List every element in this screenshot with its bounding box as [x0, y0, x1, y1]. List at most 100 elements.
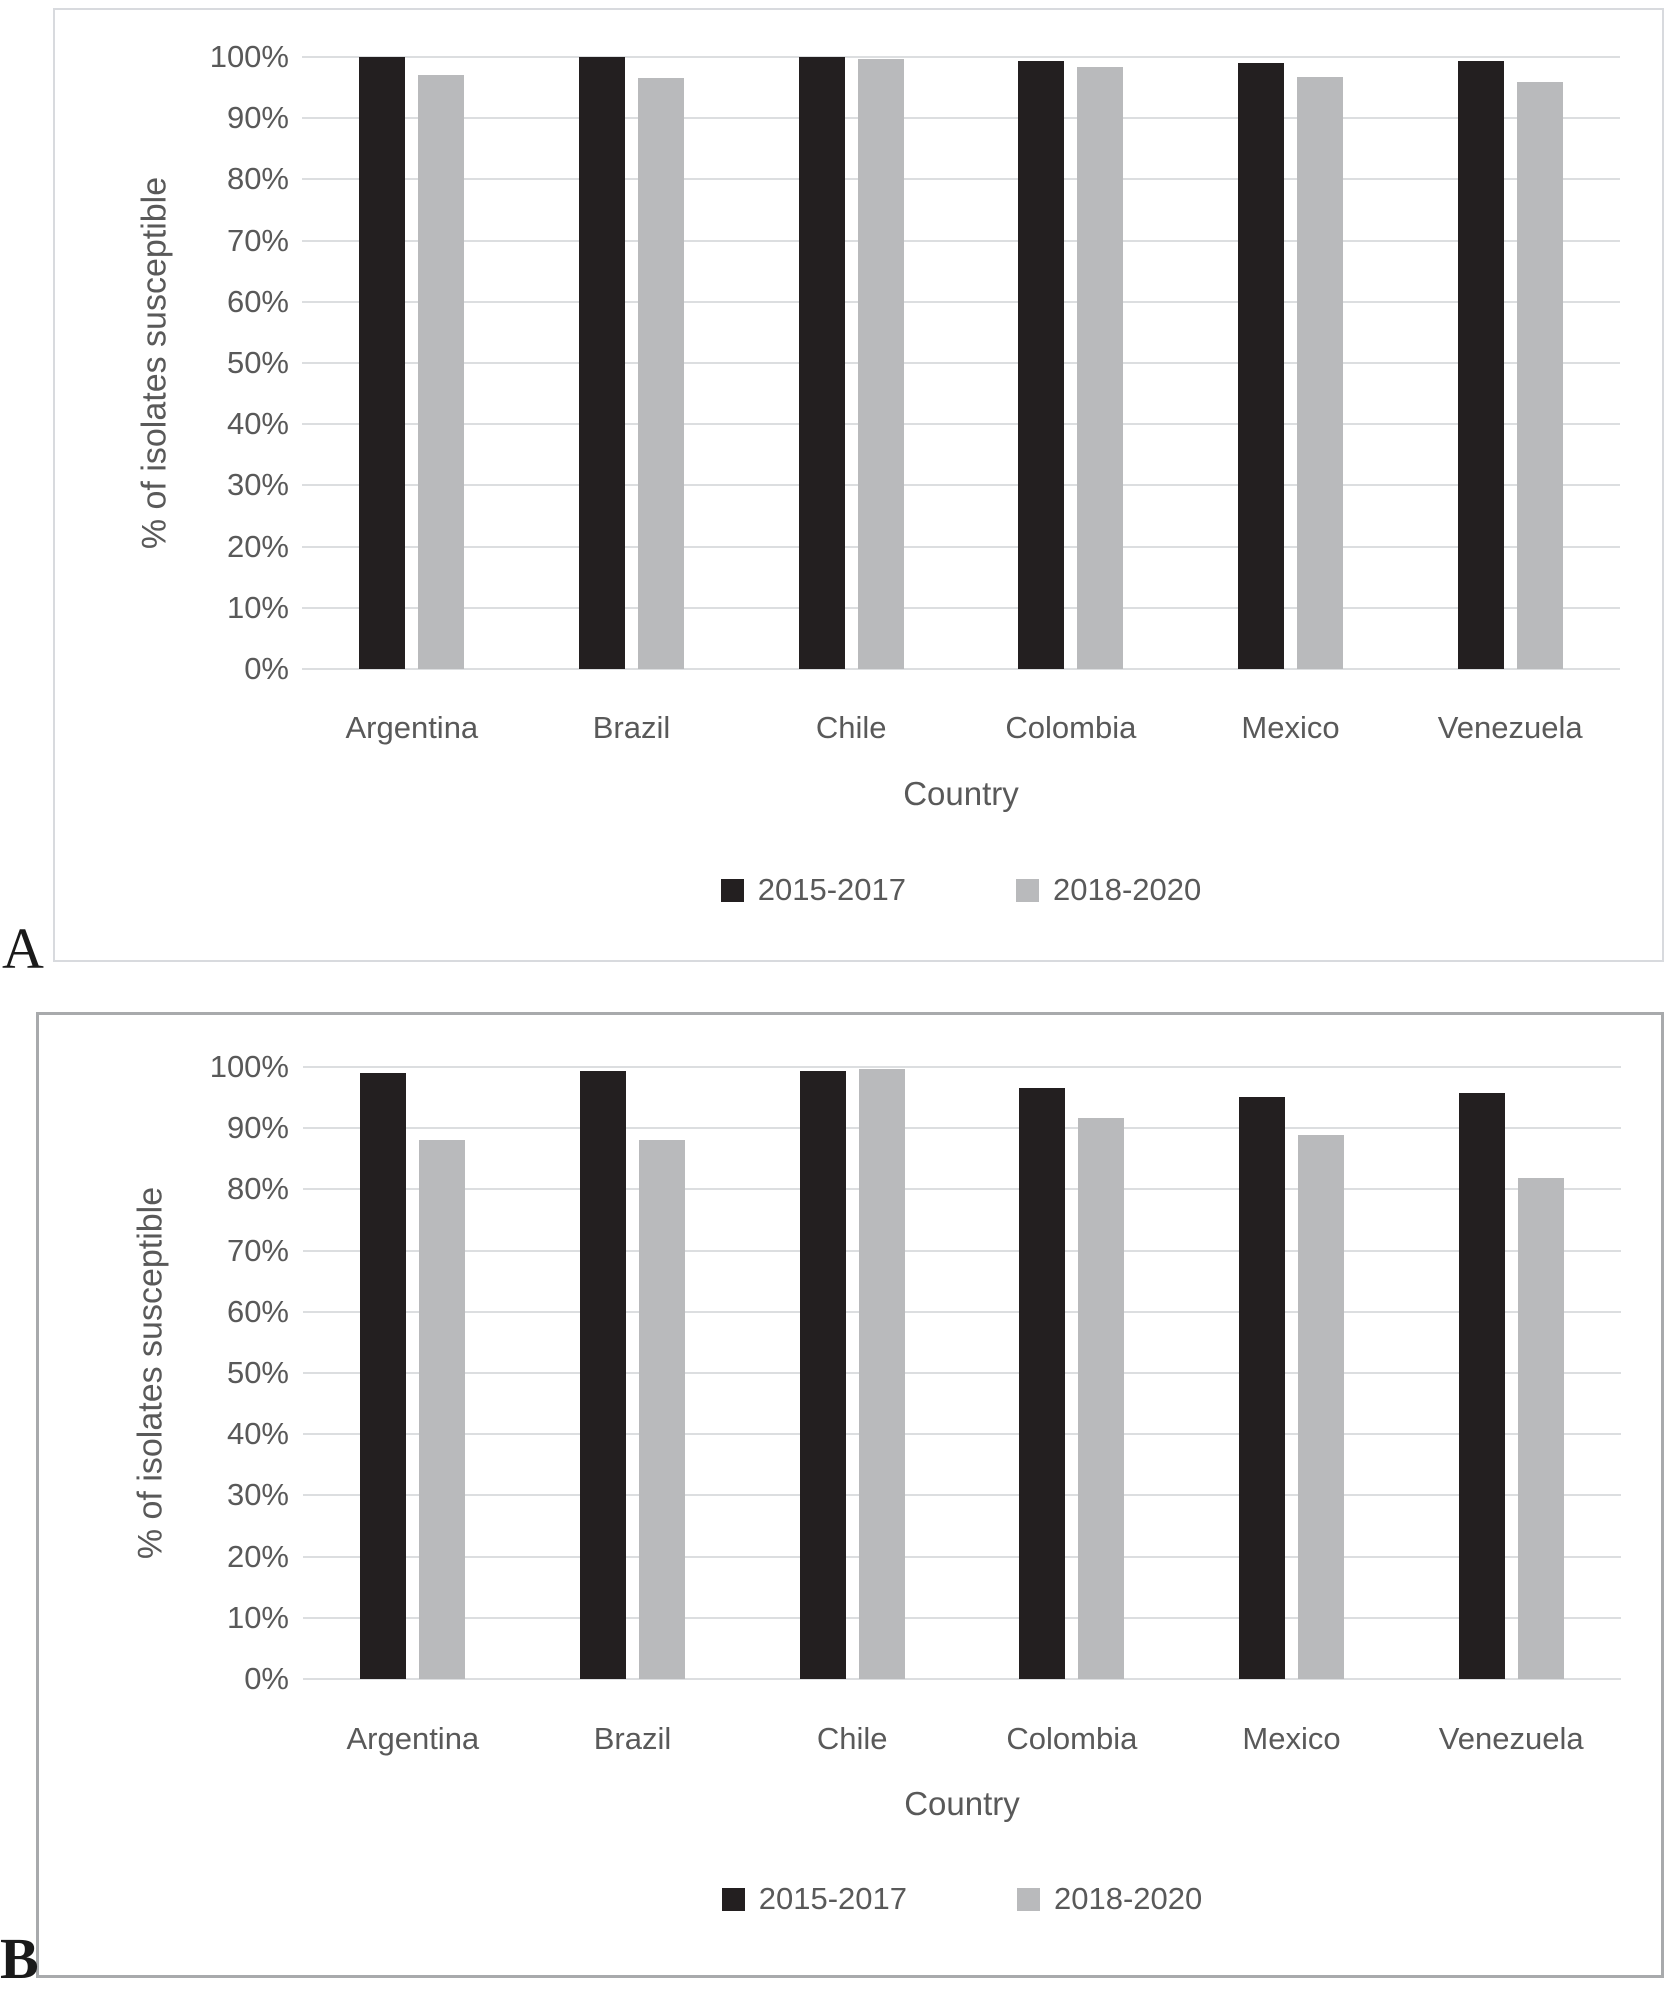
- bar-2018-2020-venezuela: [1517, 1178, 1564, 1679]
- bar-2015-2017-chile: [798, 57, 845, 669]
- legend-swatch-2018-2020: [1017, 1887, 1040, 1911]
- bar-2015-2017-argentina: [360, 1072, 407, 1679]
- y-tick-label-30: 30%: [226, 467, 289, 503]
- x-category-label-venezuela: Venezuela: [1437, 710, 1583, 745]
- legend-item-2015-2017: 2015-2017: [721, 1881, 907, 1917]
- x-category-label-colombia: Colombia: [1005, 710, 1137, 745]
- legend-swatch-2015-2017: [721, 1887, 745, 1911]
- bar-2018-2020-brazil: [639, 1139, 685, 1679]
- bar-group-venezuela: [1400, 57, 1620, 669]
- bar-2018-2020-chile: [857, 58, 904, 669]
- x-category-label-brazil: Brazil: [593, 1721, 672, 1756]
- legend-item-2018-2020: 2018-2020: [1017, 1881, 1202, 1917]
- y-tick-label-100: 100%: [209, 1049, 289, 1084]
- bar-2018-2020-mexico: [1298, 1134, 1345, 1679]
- figure-panel-b: % of isolates susceptible 100% 90% 80% 70% 6…: [36, 1012, 1664, 1978]
- x-category-label-chile: Chile: [816, 1721, 888, 1756]
- y-tick-label-20: 20%: [226, 1538, 289, 1574]
- y-tick-label-80: 80%: [226, 1171, 289, 1207]
- legend-label-2018-2020: 2018-2020: [1053, 872, 1202, 907]
- gridline-10: [302, 606, 1620, 609]
- gridline-100: [302, 56, 1620, 58]
- gridline-70: [303, 1249, 1621, 1252]
- y-tick-label-90: 90%: [226, 1110, 289, 1146]
- gridline-50: [302, 362, 1620, 364]
- y-tick-labels: 100% 90% 80% 70% 60% 50% 40% 30% 20% 10% 0%: [69, 1051, 289, 1695]
- legend-item-2018-2020: 2018-2020: [1016, 872, 1201, 908]
- x-category-label-brazil: Brazil: [592, 710, 671, 745]
- bar-2015-2017-colombia: [1019, 1087, 1066, 1679]
- plot-area: [303, 1066, 1621, 1680]
- bar-2015-2017-venezuela: [1458, 1093, 1505, 1679]
- gridline-90: [303, 1127, 1621, 1130]
- x-category-label-mexico: Mexico: [1241, 710, 1340, 745]
- bar-2018-2020-colombia: [1077, 66, 1124, 669]
- bar-2015-2017-mexico: [1238, 63, 1285, 669]
- y-tick-label-50: 50%: [226, 1355, 289, 1390]
- x-category-label-venezuela: Venezuela: [1438, 1721, 1584, 1756]
- x-axis-title: Country: [903, 775, 1019, 812]
- gridline-20: [303, 1555, 1621, 1558]
- x-axis-title: Country: [904, 1785, 1020, 1822]
- y-tick-label-10: 10%: [226, 589, 289, 625]
- bar-group-brazil: [523, 1067, 743, 1679]
- x-category-label-argentina: Argentina: [346, 1721, 480, 1756]
- bar-2018-2020-brazil: [638, 78, 684, 669]
- bar-group-brazil: [522, 57, 742, 669]
- legend-label-2015-2017: 2015-2017: [758, 1881, 907, 1916]
- bar-group-colombia: [961, 57, 1181, 669]
- bars-row: [303, 1067, 1621, 1679]
- bar-2018-2020-colombia: [1078, 1118, 1125, 1679]
- bar-group-chile: [742, 1067, 962, 1679]
- bar-2015-2017-brazil: [580, 1071, 626, 1679]
- y-tick-label-30: 30%: [226, 1477, 289, 1513]
- y-tick-label-50: 50%: [226, 345, 289, 380]
- x-category-label-mexico: Mexico: [1242, 1721, 1341, 1756]
- gridline-40: [302, 423, 1620, 426]
- figure-panel-a: % of isolates susceptible 100% 90% 80% 70% 6…: [53, 8, 1664, 962]
- bars-row: [302, 57, 1620, 669]
- y-tick-label-0: 0%: [244, 1661, 289, 1696]
- bar-2015-2017-mexico: [1239, 1097, 1286, 1679]
- legend: 2015-2017 2018-2020: [302, 872, 1620, 908]
- y-tick-label-10: 10%: [226, 1599, 289, 1635]
- bar-group-chile: [741, 57, 961, 669]
- gridline-0: [302, 668, 1620, 670]
- bar-2018-2020-venezuela: [1516, 82, 1563, 669]
- bar-group-mexico: [1181, 57, 1401, 669]
- gridline-80: [302, 178, 1620, 181]
- gridline-60: [302, 300, 1620, 303]
- y-tick-label-70: 70%: [226, 1232, 289, 1268]
- bar-2015-2017-colombia: [1018, 61, 1065, 669]
- legend-swatch-2015-2017: [720, 878, 744, 902]
- panel-label-b: B: [0, 1926, 39, 1991]
- y-tick-label-60: 60%: [226, 1293, 289, 1329]
- bar-group-venezuela: [1401, 1067, 1621, 1679]
- gridline-30: [302, 484, 1620, 487]
- y-tick-label-90: 90%: [226, 100, 289, 136]
- y-tick-label-100: 100%: [209, 39, 289, 74]
- gridline-0: [303, 1678, 1621, 1680]
- bar-2015-2017-brazil: [579, 57, 625, 669]
- y-tick-label-80: 80%: [226, 161, 289, 197]
- bar-2018-2020-chile: [858, 1069, 905, 1679]
- bar-group-argentina: [303, 1067, 523, 1679]
- x-category-labels: Argentina Brazil Chile Colombia Mexico Venezu…: [302, 710, 1620, 746]
- bar-2018-2020-argentina: [419, 1139, 466, 1679]
- y-tick-label-40: 40%: [226, 406, 289, 442]
- y-tick-label-70: 70%: [226, 222, 289, 258]
- legend-item-2015-2017: 2015-2017: [720, 872, 906, 908]
- gridline-20: [302, 545, 1620, 548]
- bar-2018-2020-argentina: [418, 75, 465, 669]
- bar-group-mexico: [1182, 1067, 1402, 1679]
- bar-2015-2017-argentina: [359, 57, 406, 669]
- gridline-70: [302, 239, 1620, 242]
- bar-group-argentina: [302, 57, 522, 669]
- panel-label-a: A: [2, 916, 44, 981]
- x-category-labels: Argentina Brazil Chile Colombia Mexico Venezu…: [303, 1721, 1621, 1757]
- gridline-50: [303, 1372, 1621, 1374]
- legend-label-2015-2017: 2015-2017: [757, 872, 906, 907]
- gridline-80: [303, 1188, 1621, 1191]
- gridline-30: [303, 1494, 1621, 1497]
- legend: 2015-2017 2018-2020: [303, 1881, 1621, 1917]
